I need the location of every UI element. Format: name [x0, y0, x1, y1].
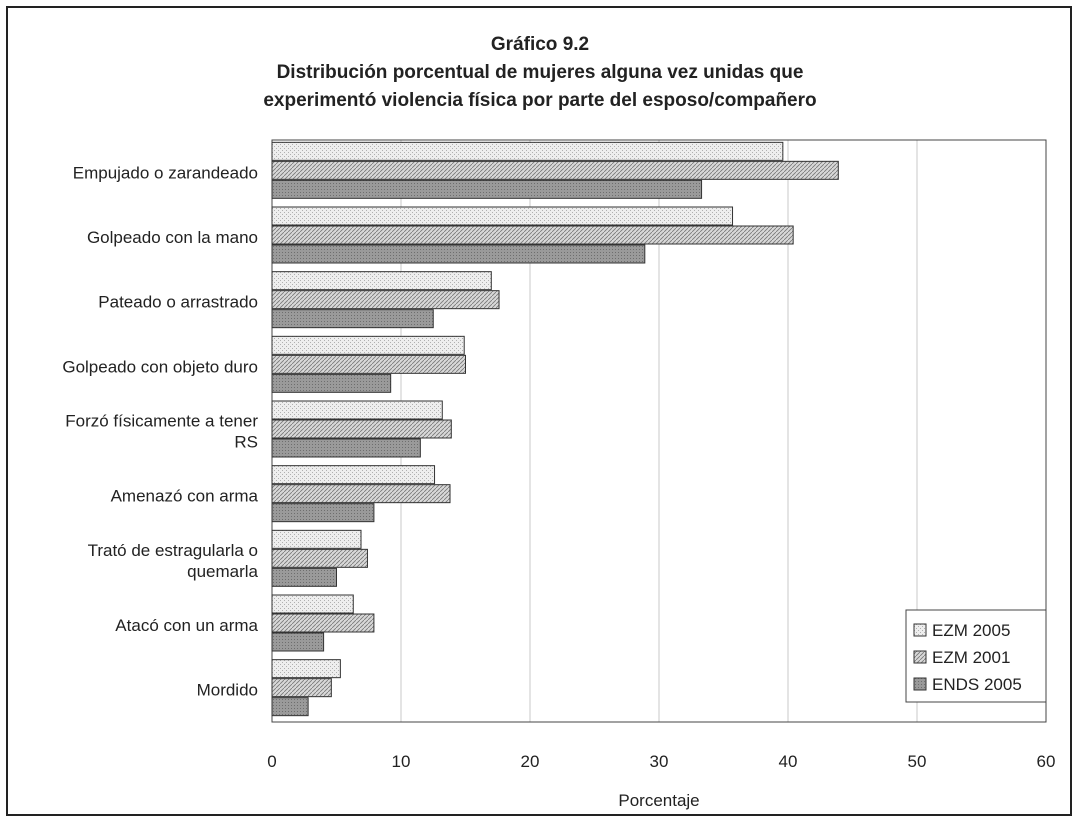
category-label: Amenazó con arma	[111, 487, 259, 506]
bar	[271, 659, 341, 679]
legend-swatch	[913, 623, 927, 637]
bar	[271, 632, 325, 652]
bar	[271, 290, 500, 310]
category-label: Pateado o arrastrado	[98, 293, 258, 312]
bar	[271, 141, 784, 161]
category-label: Forzó físicamente a tener	[65, 412, 258, 431]
bar	[271, 400, 443, 420]
bar	[271, 438, 421, 458]
category-label: Trató de estragularla o	[88, 541, 258, 560]
bar	[271, 678, 332, 698]
category-label: Golpeado con la mano	[87, 228, 258, 247]
bar	[271, 465, 436, 485]
legend-label: EZM 2001	[932, 648, 1010, 667]
bar	[271, 160, 839, 180]
category-label: Atacó con un arma	[115, 616, 258, 635]
bar	[271, 335, 465, 355]
x-tick-label: 40	[779, 752, 798, 771]
category-label: Empujado o zarandeado	[73, 163, 258, 182]
bar	[271, 373, 392, 393]
bar	[271, 548, 368, 568]
legend-label: ENDS 2005	[932, 675, 1022, 694]
category-label: quemarla	[187, 562, 258, 581]
bar	[271, 206, 734, 226]
legend-swatch	[913, 650, 927, 664]
category-label: Golpeado con objeto duro	[62, 357, 258, 376]
legend: EZM 2005 EZM 2001 ENDS 2005	[905, 609, 1047, 703]
chart-subtitle-line-2: experimentó violencia física por parte d…	[263, 90, 817, 111]
bar	[271, 529, 362, 549]
bar	[271, 309, 434, 329]
x-tick-label: 20	[521, 752, 540, 771]
bar	[271, 567, 337, 587]
bar	[271, 697, 309, 717]
x-axis-label: Porcentaje	[618, 791, 699, 810]
x-tick-label: 30	[650, 752, 669, 771]
category-label: RS	[234, 433, 258, 452]
x-tick-label: 60	[1037, 752, 1056, 771]
category-labels: Empujado o zarandeado Golpeado con la man…	[62, 163, 258, 699]
chart-frame	[6, 6, 1072, 816]
bar	[271, 225, 794, 245]
bar	[271, 244, 646, 264]
legend-swatch	[913, 677, 927, 691]
category-label: Mordido	[197, 681, 258, 700]
bar	[271, 271, 492, 291]
legend-box	[905, 609, 1047, 703]
x-tick-label: 0	[267, 752, 276, 771]
bar	[271, 419, 452, 439]
bar	[271, 613, 375, 633]
x-tick-labels: 0 10 20 30 40 50 60	[267, 752, 1055, 771]
chart-title: Gráfico 9.2	[490, 34, 590, 55]
chart-subtitle-line-1: Distribución porcentual de mujeres algun…	[276, 62, 804, 83]
bar	[271, 484, 451, 504]
bar	[271, 503, 375, 523]
legend-label: EZM 2005	[932, 621, 1010, 640]
bar	[271, 179, 703, 199]
x-tick-label: 10	[392, 752, 411, 771]
x-tick-label: 50	[908, 752, 927, 771]
bars	[271, 141, 839, 717]
bar	[271, 594, 354, 614]
bar	[271, 354, 466, 374]
